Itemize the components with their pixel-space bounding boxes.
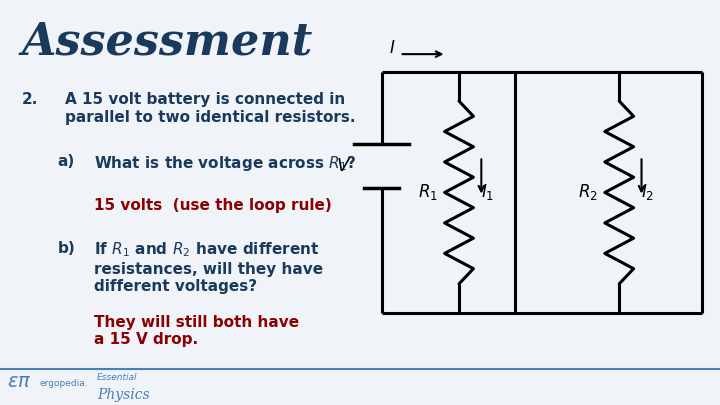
Text: $R_1$: $R_1$ [418,183,438,202]
Text: b): b) [58,241,76,256]
Text: They will still both have
a 15 V drop.: They will still both have a 15 V drop. [94,315,299,347]
Text: $V$: $V$ [336,158,352,175]
Text: ergopedia.: ergopedia. [40,379,89,388]
Text: $\varepsilon\pi$: $\varepsilon\pi$ [7,373,32,391]
Text: If $R_1$ and $R_2$ have different
resistances, will they have
different voltages: If $R_1$ and $R_2$ have different resist… [94,241,323,294]
Text: A 15 volt battery is connected in
parallel to two identical resistors.: A 15 volt battery is connected in parall… [65,92,355,125]
Text: Essential: Essential [97,373,138,382]
Text: $I_1$: $I_1$ [481,183,495,202]
Text: $R_2$: $R_2$ [578,183,598,202]
Text: Assessment: Assessment [22,20,313,63]
Text: 2.: 2. [22,92,38,107]
Text: $I$: $I$ [390,40,395,57]
Text: Physics: Physics [97,388,150,402]
Text: $I_2$: $I_2$ [642,183,654,202]
Text: What is the voltage across $R_1$?: What is the voltage across $R_1$? [94,154,356,173]
Text: a): a) [58,154,75,169]
Text: 15 volts  (use the loop rule): 15 volts (use the loop rule) [94,198,331,213]
